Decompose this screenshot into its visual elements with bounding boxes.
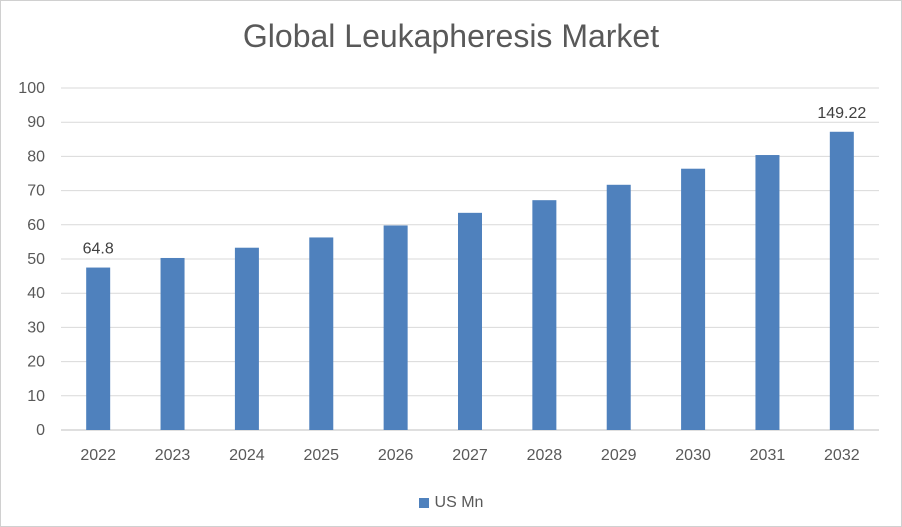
x-tick-label: 2027 [452, 447, 488, 464]
y-tick-label: 40 [27, 285, 45, 302]
x-tick-label: 2032 [824, 447, 860, 464]
bar [458, 212, 482, 430]
data-label: 64.8 [83, 241, 114, 258]
bar [160, 257, 185, 430]
x-tick-label: 2031 [750, 447, 786, 464]
x-tick-label: 2023 [155, 447, 191, 464]
x-tick-label: 2028 [527, 447, 563, 464]
bar [86, 267, 111, 430]
data-label: 149.22 [817, 105, 866, 122]
x-tick-label: 2025 [303, 447, 339, 464]
x-tick-label: 2030 [675, 447, 711, 464]
y-tick-label: 10 [27, 388, 45, 405]
y-tick-label: 0 [36, 422, 45, 439]
y-tick-label: 20 [27, 354, 45, 371]
x-tick-label: 2029 [601, 447, 637, 464]
y-tick-label: 100 [18, 80, 45, 97]
x-tick-label: 2022 [80, 447, 116, 464]
legend-swatch [418, 498, 429, 508]
y-tick-label: 50 [27, 251, 45, 268]
x-tick-label: 2024 [229, 447, 265, 464]
bar [829, 131, 854, 430]
y-tick-label: 30 [27, 319, 45, 336]
legend: US Mn [0, 494, 902, 512]
x-tick-label: 2026 [378, 447, 414, 464]
bar [383, 225, 408, 430]
bar [681, 168, 706, 430]
chart-title: Global Leukapheresis Market [242, 18, 660, 54]
bar [755, 155, 780, 431]
y-tick-label: 60 [27, 217, 45, 234]
bar [532, 200, 557, 430]
bar [234, 247, 259, 430]
y-tick-label: 80 [27, 148, 45, 165]
y-tick-label: 90 [27, 114, 45, 131]
bar [606, 184, 631, 430]
bar [309, 237, 334, 430]
y-tick-label: 70 [27, 183, 45, 200]
legend-label: US Mn [434, 494, 484, 511]
